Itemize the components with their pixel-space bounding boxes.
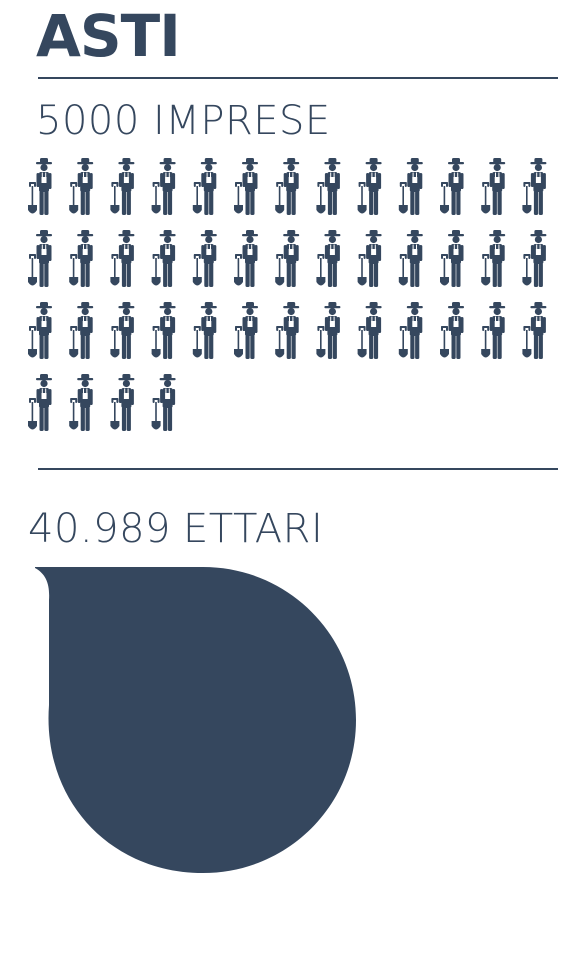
farmer-icon bbox=[440, 158, 464, 215]
farmer-icon bbox=[69, 230, 94, 287]
farmer-icon bbox=[275, 158, 300, 215]
farmer-icon bbox=[28, 302, 52, 359]
farmer-icon bbox=[151, 158, 176, 215]
farmer-icon bbox=[522, 230, 547, 287]
farmer-icon bbox=[192, 302, 217, 359]
drop-icon bbox=[35, 567, 356, 873]
farmer-icon bbox=[69, 302, 94, 359]
farmer-icon bbox=[234, 230, 258, 287]
farmer-icon bbox=[69, 158, 94, 215]
farmer-icon bbox=[151, 302, 176, 359]
farmer-icon bbox=[151, 374, 176, 431]
farmer-icon bbox=[110, 230, 135, 287]
firms-value: 5000 bbox=[36, 98, 140, 144]
farmer-icon bbox=[522, 302, 547, 359]
area-drop-shape bbox=[35, 567, 356, 873]
farmer-icon bbox=[398, 230, 423, 287]
area-label: ETTARI bbox=[182, 506, 324, 552]
firms-label: IMPRESE bbox=[153, 98, 331, 144]
province-title: ASTI bbox=[36, 2, 181, 70]
farmer-icon bbox=[357, 158, 382, 215]
farmer-icon bbox=[110, 158, 135, 215]
farmer-icon bbox=[440, 302, 464, 359]
firms-stat: 5000 IMPRESE bbox=[36, 98, 331, 144]
farmer-icon bbox=[234, 302, 258, 359]
farmer-icon bbox=[275, 302, 300, 359]
farmer-icon bbox=[481, 302, 506, 359]
farmer-icon bbox=[234, 158, 258, 215]
farmer-icon bbox=[316, 302, 341, 359]
farmer-icon bbox=[481, 158, 506, 215]
farmer-icon bbox=[398, 302, 423, 359]
farmer-icon bbox=[110, 374, 135, 431]
farmer-icon bbox=[316, 158, 341, 215]
farmer-icon bbox=[357, 302, 382, 359]
farmer-icon bbox=[151, 230, 176, 287]
farmer-icon bbox=[192, 158, 217, 215]
farmer-icon bbox=[398, 158, 423, 215]
farmer-icon bbox=[28, 374, 52, 431]
farmer-icon bbox=[481, 230, 506, 287]
farmer-icon bbox=[69, 374, 94, 431]
farmer-icon bbox=[357, 230, 382, 287]
farmer-icon bbox=[316, 230, 341, 287]
area-value: 40.989 bbox=[28, 506, 171, 552]
divider-top bbox=[38, 77, 558, 79]
farmer-icon bbox=[28, 158, 52, 215]
farmer-icon bbox=[110, 302, 135, 359]
farmer-icon bbox=[28, 230, 52, 287]
area-stat: 40.989 ETTARI bbox=[28, 506, 323, 552]
farmer-icon bbox=[192, 230, 217, 287]
farmer-icon bbox=[275, 230, 300, 287]
divider-middle bbox=[38, 468, 558, 470]
farmer-icon bbox=[522, 158, 547, 215]
farmer-icon-grid bbox=[28, 158, 547, 431]
farmer-icon bbox=[440, 230, 464, 287]
